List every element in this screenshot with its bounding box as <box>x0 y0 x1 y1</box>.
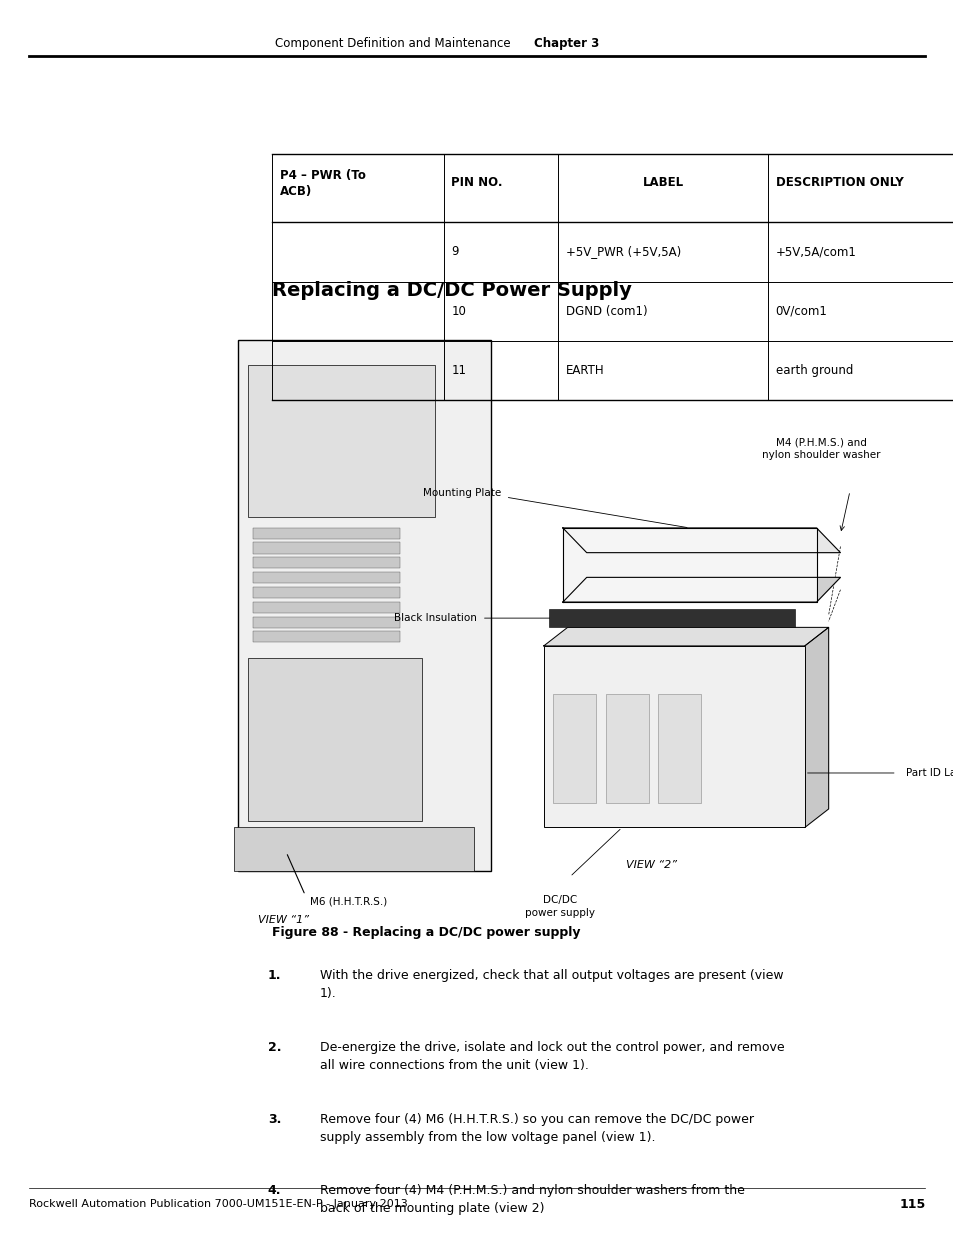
Text: VIEW “1”: VIEW “1” <box>257 915 308 925</box>
Bar <box>543 646 804 827</box>
Text: DESCRIPTION ONLY: DESCRIPTION ONLY <box>775 175 902 189</box>
Text: 0V/com1: 0V/com1 <box>775 305 826 317</box>
Text: earth ground: earth ground <box>775 364 852 377</box>
Text: De-energize the drive, isolate and lock out the control power, and remove
all wi: De-energize the drive, isolate and lock … <box>319 1041 783 1072</box>
Text: Chapter 3: Chapter 3 <box>534 37 598 49</box>
Text: 4.: 4. <box>268 1184 281 1198</box>
Polygon shape <box>804 627 828 827</box>
Text: PIN NO.: PIN NO. <box>451 175 502 189</box>
Text: M6 (H.H.T.R.S.): M6 (H.H.T.R.S.) <box>310 897 387 906</box>
Text: 9: 9 <box>451 246 458 258</box>
Text: M4 (P.H.M.S.) and
nylon shoulder washer: M4 (P.H.M.S.) and nylon shoulder washer <box>761 437 880 459</box>
Bar <box>253 616 399 627</box>
Bar <box>248 658 421 821</box>
Text: Part ID Label: Part ID Label <box>905 768 953 778</box>
Bar <box>658 694 700 803</box>
Polygon shape <box>562 578 840 603</box>
Bar <box>253 527 399 538</box>
Text: Component Definition and Maintenance: Component Definition and Maintenance <box>274 37 510 49</box>
Text: With the drive energized, check that all output voltages are present (view
1).: With the drive energized, check that all… <box>319 969 782 1000</box>
Bar <box>605 694 648 803</box>
Bar <box>253 631 399 642</box>
Text: VIEW “2”: VIEW “2” <box>625 860 677 869</box>
Bar <box>233 827 474 871</box>
Text: 1.: 1. <box>268 969 281 983</box>
Polygon shape <box>562 529 816 603</box>
Text: P4 – PWR (To
ACB): P4 – PWR (To ACB) <box>279 169 365 198</box>
Text: Rockwell Automation Publication 7000-UM151E-EN-P - January 2013: Rockwell Automation Publication 7000-UM1… <box>29 1199 407 1209</box>
Text: Remove four (4) M6 (H.H.T.R.S.) so you can remove the DC/DC power
supply assembl: Remove four (4) M6 (H.H.T.R.S.) so you c… <box>319 1113 753 1144</box>
Text: Figure 88 - Replacing a DC/DC power supply: Figure 88 - Replacing a DC/DC power supp… <box>272 926 579 939</box>
Text: 3.: 3. <box>268 1113 281 1126</box>
Text: DC/DC
power supply: DC/DC power supply <box>525 895 595 918</box>
Bar <box>553 694 596 803</box>
Bar <box>253 542 399 553</box>
FancyBboxPatch shape <box>238 340 491 871</box>
Bar <box>253 572 399 583</box>
Text: Remove four (4) M4 (P.H.M.S.) and nylon shoulder washers from the
back of the mo: Remove four (4) M4 (P.H.M.S.) and nylon … <box>319 1184 743 1215</box>
Bar <box>548 609 794 627</box>
Text: Replacing a DC/DC Power Supply: Replacing a DC/DC Power Supply <box>272 280 631 300</box>
Text: Black Insulation: Black Insulation <box>394 613 476 624</box>
Text: 11: 11 <box>451 364 466 377</box>
Bar <box>253 557 399 568</box>
Text: EARTH: EARTH <box>565 364 603 377</box>
Bar <box>253 601 399 613</box>
Text: +5V_PWR (+5V,5A): +5V_PWR (+5V,5A) <box>565 246 680 258</box>
Text: LABEL: LABEL <box>641 175 683 189</box>
Polygon shape <box>543 627 828 646</box>
Text: +5V,5A/com1: +5V,5A/com1 <box>775 246 856 258</box>
Text: DGND (com1): DGND (com1) <box>565 305 647 317</box>
Polygon shape <box>562 529 840 553</box>
Text: 115: 115 <box>898 1198 924 1210</box>
Bar <box>253 587 399 598</box>
Text: 2.: 2. <box>268 1041 281 1055</box>
Text: Mounting Plate: Mounting Plate <box>422 488 500 499</box>
Text: 10: 10 <box>451 305 466 317</box>
Bar <box>248 366 435 517</box>
